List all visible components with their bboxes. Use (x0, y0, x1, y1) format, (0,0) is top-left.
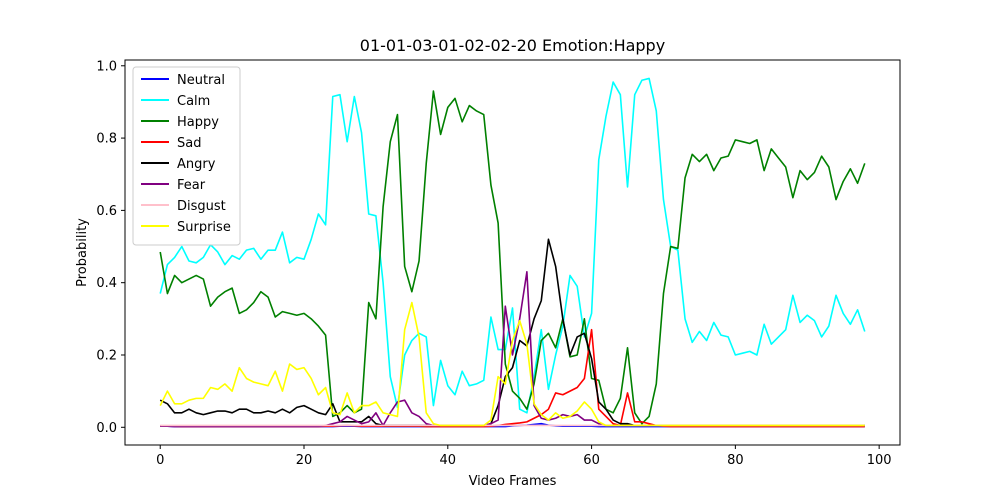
x-tick-label: 60 (583, 453, 600, 468)
y-axis-label: Probability (75, 218, 90, 287)
legend-label-happy: Happy (177, 115, 219, 130)
legend-box (132, 66, 241, 246)
legend-label-surprise: Surprise (177, 220, 231, 235)
x-tick-label: 20 (296, 453, 313, 468)
legend-label-sad: Sad (177, 136, 201, 151)
x-axis: 0 20 40 60 80 100 (156, 445, 892, 468)
y-tick-label: 0.8 (96, 132, 117, 147)
chart-title: 01-01-03-01-02-02-20 Emotion:Happy (360, 36, 665, 55)
y-axis: 0.0 0.2 0.4 0.6 0.8 1.0 (96, 59, 125, 436)
y-tick-label: 0.0 (96, 421, 117, 436)
x-tick-label: 100 (867, 453, 892, 468)
legend-label-neutral: Neutral (177, 73, 225, 88)
legend: Neutral Calm Happy Sad Angry Fear Disgust Surpr… (132, 66, 241, 246)
x-tick-label: 0 (156, 453, 164, 468)
x-tick-label: 80 (727, 453, 744, 468)
series-line-happy (159, 90, 866, 425)
legend-label-calm: Calm (177, 94, 210, 109)
y-tick-label: 1.0 (96, 59, 117, 74)
plot-frame (124, 59, 901, 446)
x-axis-label: Video Frames (469, 474, 557, 489)
legend-label-disgust: Disgust (177, 199, 226, 214)
series-layer (159, 77, 866, 428)
y-tick-label: 0.2 (96, 348, 117, 363)
x-tick-label: 40 (440, 453, 457, 468)
legend-label-fear: Fear (177, 178, 206, 193)
series-line-surprise (159, 301, 865, 427)
series-line-calm (159, 77, 866, 414)
legend-label-angry: Angry (177, 157, 216, 172)
y-tick-label: 0.6 (96, 204, 117, 219)
y-tick-label: 0.4 (96, 276, 117, 291)
